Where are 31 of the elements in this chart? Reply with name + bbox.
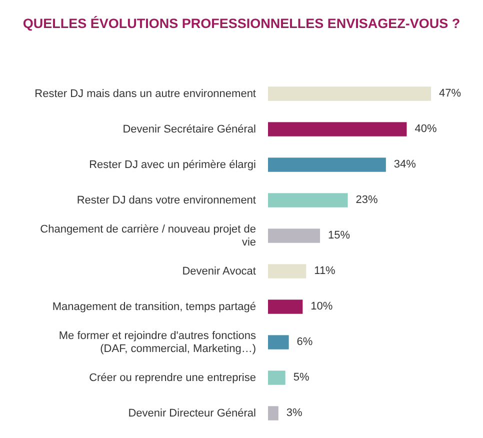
- data-label: 23%: [356, 194, 378, 206]
- chart-title: QUELLES ÉVOLUTIONS PROFESSIONNELLES ENVISAGEZ-VOUS ?: [22, 16, 460, 31]
- data-label: 40%: [414, 123, 437, 136]
- data-label: 47%: [439, 88, 462, 100]
- bar: [268, 86, 431, 101]
- bar: [268, 406, 278, 420]
- bar: [268, 122, 407, 136]
- y-tick-label: Devenir Avocat: [182, 265, 256, 278]
- data-label: 5%: [293, 372, 310, 384]
- y-tick-label: Rester DJ dans votre environnement: [76, 194, 256, 206]
- y-tick-label: Management de transition, temps partagé: [52, 300, 256, 313]
- bar: [268, 370, 286, 385]
- data-label: 11%: [314, 265, 336, 278]
- y-tick-label: Devenir Secrétaire Général: [122, 123, 256, 136]
- data-label: 6%: [296, 336, 313, 348]
- bar: [268, 158, 386, 172]
- y-tick-label: Me former et rejoindre d'autres fonctions (DAF, commercial, Marketing…): [58, 330, 256, 355]
- y-tick-label: Changement de carrière / nouveau projet de vie: [40, 223, 256, 248]
- data-label: 3%: [286, 407, 303, 420]
- y-tick-label: Devenir Directeur Général: [128, 407, 256, 420]
- data-label: 34%: [394, 158, 416, 171]
- bar: [268, 264, 306, 278]
- bar: [268, 335, 289, 350]
- data-label: 15%: [328, 230, 350, 242]
- y-tick-label: Rester DJ avec un périmère élargi: [89, 158, 256, 171]
- y-tick-label: Rester DJ mais dans un autre environnement: [34, 88, 256, 100]
- bar: [268, 300, 303, 314]
- bar: [268, 193, 348, 208]
- data-label: 10%: [310, 300, 333, 313]
- bar: [268, 228, 320, 243]
- y-tick-label: Créer ou reprendre une entreprise: [89, 372, 256, 384]
